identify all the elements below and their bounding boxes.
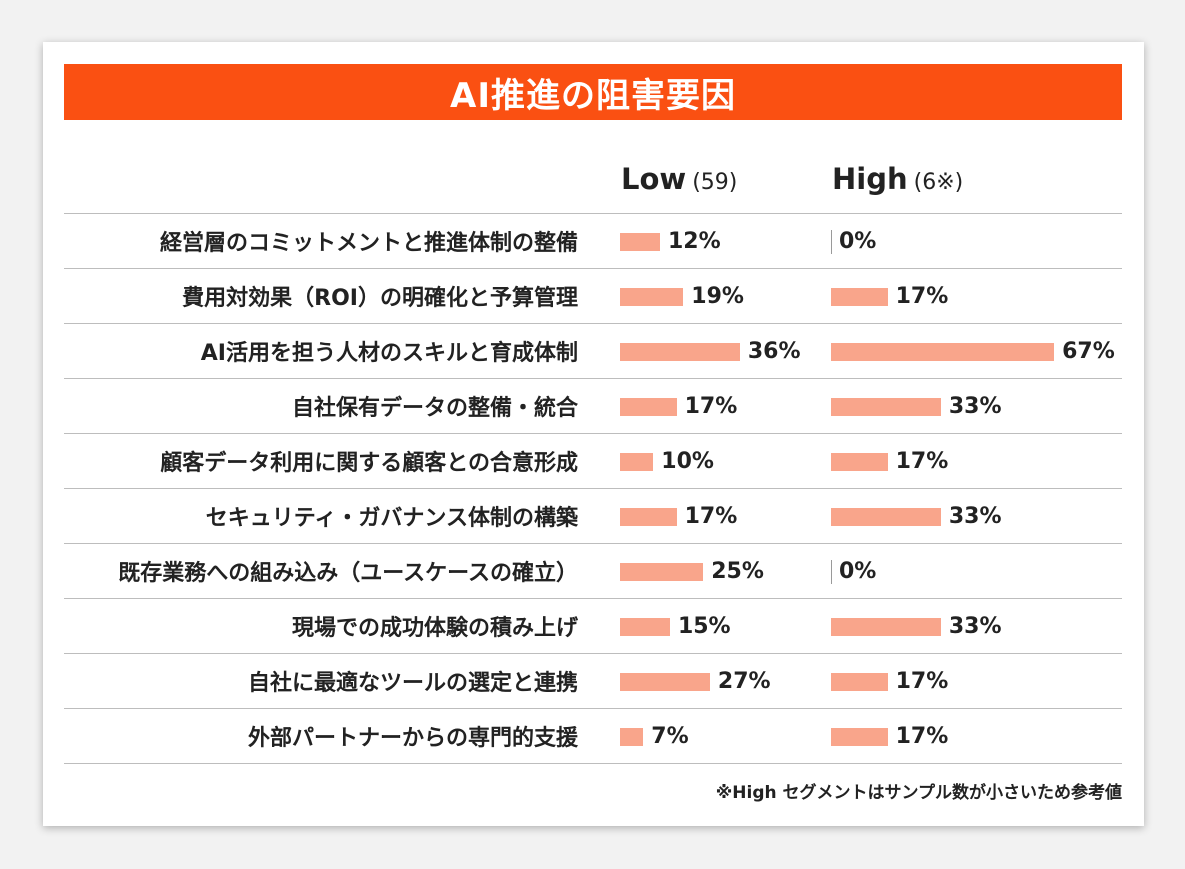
bar-low [620, 288, 684, 306]
data-label-low: 25% [711, 558, 764, 584]
bar-high [831, 728, 888, 746]
series-count-high: (6※) [913, 170, 964, 195]
bar-high-zero [831, 230, 832, 254]
bar-low [620, 233, 660, 251]
bar-high [831, 398, 941, 416]
bar-high [831, 508, 941, 526]
bar-high [831, 453, 888, 471]
bar-high-zero [831, 560, 832, 584]
data-label-low: 36% [747, 338, 801, 364]
table-row: 現場での成功体験の積み上げ 15% 33% [64, 598, 1122, 653]
data-label-high: 33% [948, 393, 1002, 419]
data-label-high: 17% [895, 448, 949, 474]
category-label: 既存業務への組み込み（ユースケースの確立） [118, 561, 578, 586]
data-label-high: 17% [895, 283, 949, 309]
table-row: 既存業務への組み込み（ユースケースの確立） 25% 0% [64, 543, 1122, 598]
chart-rows: 経営層のコミットメントと推進体制の整備 12% 0% 費用対効果（ROI）の明確化と予… [64, 213, 1122, 764]
bar-low [620, 508, 677, 526]
table-row: 外部パートナーからの専門的支援 7% 17% [64, 708, 1122, 764]
footnote: ※High セグメントはサンプル数が小さいため参考値 [715, 783, 1122, 803]
bar-high [831, 343, 1055, 361]
bar-high [831, 673, 888, 691]
table-row: AI活用を担う人材のスキルと育成体制 36% 67% [64, 323, 1122, 378]
series-count-low: (59) [692, 170, 738, 195]
data-label-high: 17% [895, 723, 949, 749]
chart-title: AI推進の阻害要因 [64, 64, 1122, 120]
table-row: 経営層のコミットメントと推進体制の整備 12% 0% [64, 213, 1122, 268]
table-row: 費用対効果（ROI）の明確化と予算管理 19% 17% [64, 268, 1122, 323]
chart-card: AI推進の阻害要因 Low (59) High (6※) 経営層のコミットメントと推… [43, 42, 1144, 826]
column-header-low: Low (59) [621, 162, 737, 196]
data-label-low: 12% [667, 228, 721, 254]
category-label: 自社保有データの整備・統合 [291, 396, 578, 421]
bar-low [620, 673, 710, 691]
bar-low [620, 343, 740, 361]
series-name-low: Low [621, 162, 687, 196]
table-row: セキュリティ・ガバナンス体制の構築 17% 33% [64, 488, 1122, 543]
data-label-high: 67% [1062, 338, 1115, 364]
category-label: 費用対効果（ROI）の明確化と予算管理 [182, 286, 578, 311]
data-label-high: 33% [948, 503, 1002, 529]
category-label: 経営層のコミットメントと推進体制の整備 [159, 231, 578, 256]
bar-low [620, 563, 704, 581]
data-label-low: 15% [677, 613, 731, 639]
category-label: 現場での成功体験の積み上げ [291, 616, 578, 641]
data-label-high: 33% [948, 613, 1002, 639]
data-label-low: 17% [684, 503, 738, 529]
bar-low [620, 453, 654, 471]
data-label-high: 0% [839, 228, 877, 254]
data-label-low: 19% [691, 283, 744, 309]
category-label: 外部パートナーからの専門的支援 [247, 726, 578, 751]
table-row: 自社に最適なツールの選定と連携 27% 17% [64, 653, 1122, 708]
category-label: 自社に最適なツールの選定と連携 [247, 671, 578, 696]
table-row: 顧客データ利用に関する顧客との合意形成 10% 17% [64, 433, 1122, 488]
bar-low [620, 398, 677, 416]
data-label-low: 10% [661, 448, 714, 474]
data-label-high: 0% [839, 558, 877, 584]
bar-low [620, 618, 670, 636]
category-label: セキュリティ・ガバナンス体制の構築 [205, 506, 578, 531]
data-label-high: 17% [895, 668, 949, 694]
table-row: 自社保有データの整備・統合 17% 33% [64, 378, 1122, 433]
category-label: AI活用を担う人材のスキルと育成体制 [200, 341, 578, 366]
bar-high [831, 618, 941, 636]
bar-low [620, 728, 644, 746]
category-label: 顧客データ利用に関する顧客との合意形成 [160, 451, 578, 476]
data-label-low: 27% [717, 668, 771, 694]
data-label-low: 7% [651, 723, 689, 749]
column-header-high: High (6※) [832, 162, 963, 196]
series-name-high: High [832, 162, 908, 196]
data-label-low: 17% [684, 393, 738, 419]
bar-high [831, 288, 888, 306]
